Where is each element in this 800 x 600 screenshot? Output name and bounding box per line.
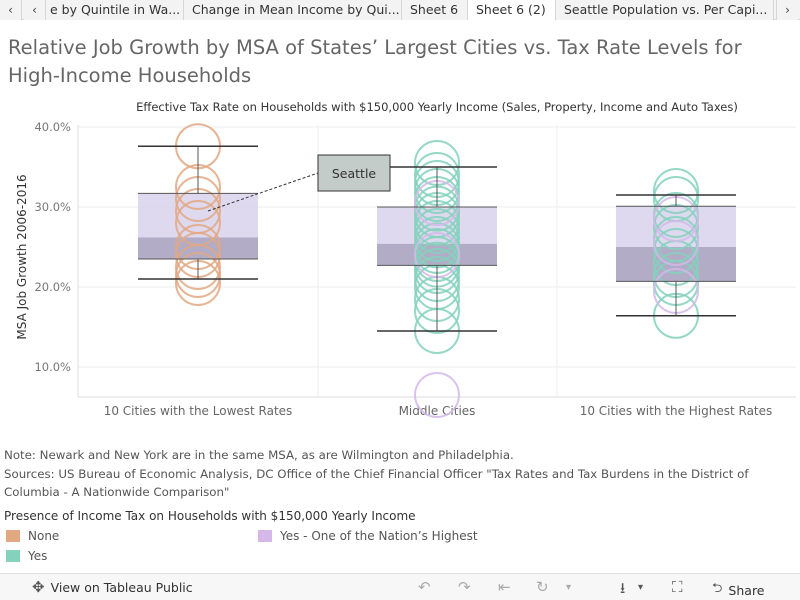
- box-lower-0: [138, 237, 258, 259]
- page-title: Relative Job Growth by MSA of States’ La…: [8, 36, 742, 87]
- download-icon[interactable]: ⭳: [620, 579, 626, 597]
- data-point: [653, 220, 699, 266]
- view-on-tableau-label: View on Tableau Public: [50, 579, 193, 595]
- data-point: [414, 372, 460, 418]
- tab-sheet-6[interactable]: Sheet 6: [402, 0, 468, 20]
- x-category-label: 10 Cities with the Highest Rates: [580, 404, 773, 418]
- y-tick-label: 10.0%: [34, 360, 71, 374]
- data-point: [414, 208, 460, 254]
- y-tick-label: 20.0%: [34, 280, 71, 294]
- download-dropdown-icon[interactable]: ▾: [638, 582, 644, 593]
- legend-label-none: None: [28, 529, 60, 543]
- chart-sources: Sources: US Bureau of Economic Analysis,…: [4, 467, 749, 499]
- tabs-scroll-left-icon[interactable]: ‹: [0, 0, 22, 20]
- legend-item-yes[interactable]: Yes: [6, 549, 47, 563]
- tab-change-mean-income[interactable]: Change in Mean Income by Qui...: [184, 0, 402, 20]
- y-axis-label: MSA Job Growth 2006-2016: [15, 174, 29, 339]
- data-point: [175, 244, 221, 290]
- tabs-prev-icon[interactable]: ‹: [24, 0, 46, 20]
- annotation-leader: [207, 172, 319, 212]
- tabs-next-icon[interactable]: ›: [776, 0, 798, 20]
- view-on-tableau-link[interactable]: ✥ View on Tableau Public: [32, 578, 193, 596]
- legend-item-highest[interactable]: Yes - One of the Nation’s Highest: [258, 529, 478, 543]
- annotation-label: Seattle: [332, 166, 377, 181]
- legend-item-none[interactable]: None: [6, 529, 59, 543]
- fullscreen-icon[interactable]: ⛶: [672, 578, 683, 596]
- bottom-toolbar: ✥ View on Tableau Public ↶ ↷ ⇤ ↻ ▾ ⭳ ▾ ⛶…: [0, 573, 800, 600]
- refresh-dropdown-icon[interactable]: ▾: [566, 582, 572, 593]
- legend-swatch-yes: [6, 550, 20, 562]
- legend-swatch-highest: [258, 530, 272, 542]
- legend-swatch-none: [6, 530, 20, 542]
- y-tick-label: 40.0%: [34, 120, 71, 134]
- tableau-logo-icon: ✥: [32, 578, 45, 596]
- data-point: [653, 168, 699, 214]
- chart-note: Note: Newark and New York are in the sam…: [4, 448, 514, 462]
- annotation-box: [317, 154, 391, 192]
- tab-sheet-6-2[interactable]: Sheet 6 (2): [468, 0, 556, 21]
- legend-label-highest: Yes - One of the Nation’s Highest: [280, 529, 478, 543]
- tab-seattle-population[interactable]: Seattle Population vs. Per Capi...: [556, 0, 774, 20]
- share-icon: ⮌: [712, 581, 723, 596]
- x-category-label: 10 Cities with the Lowest Rates: [104, 404, 293, 418]
- share-button[interactable]: ⮌ Share: [712, 579, 765, 600]
- share-label: Share: [728, 582, 765, 598]
- undo-icon[interactable]: ↶: [418, 578, 431, 596]
- sheet-tab-bar: ‹ ‹ e by Quintile in Wa... Change in Mea…: [0, 0, 800, 21]
- boxplot-chart: Effective Tax Rate on Households with $1…: [15, 100, 796, 418]
- redo-icon[interactable]: ↷: [458, 578, 471, 596]
- legend-title: Presence of Income Tax on Households wit…: [4, 509, 416, 523]
- x-category-label: Middle Cities: [399, 404, 476, 418]
- refresh-icon[interactable]: ↻: [536, 578, 549, 596]
- box-lower-1: [377, 243, 497, 266]
- y-tick-label: 30.0%: [34, 200, 71, 214]
- chart-title: Effective Tax Rate on Households with $1…: [136, 100, 738, 114]
- tab-quintile-wa[interactable]: e by Quintile in Wa...: [46, 0, 184, 20]
- legend-label-yes: Yes: [28, 549, 48, 563]
- data-point: [653, 228, 699, 274]
- revert-icon[interactable]: ⇤: [498, 578, 511, 596]
- data-point: [175, 252, 221, 298]
